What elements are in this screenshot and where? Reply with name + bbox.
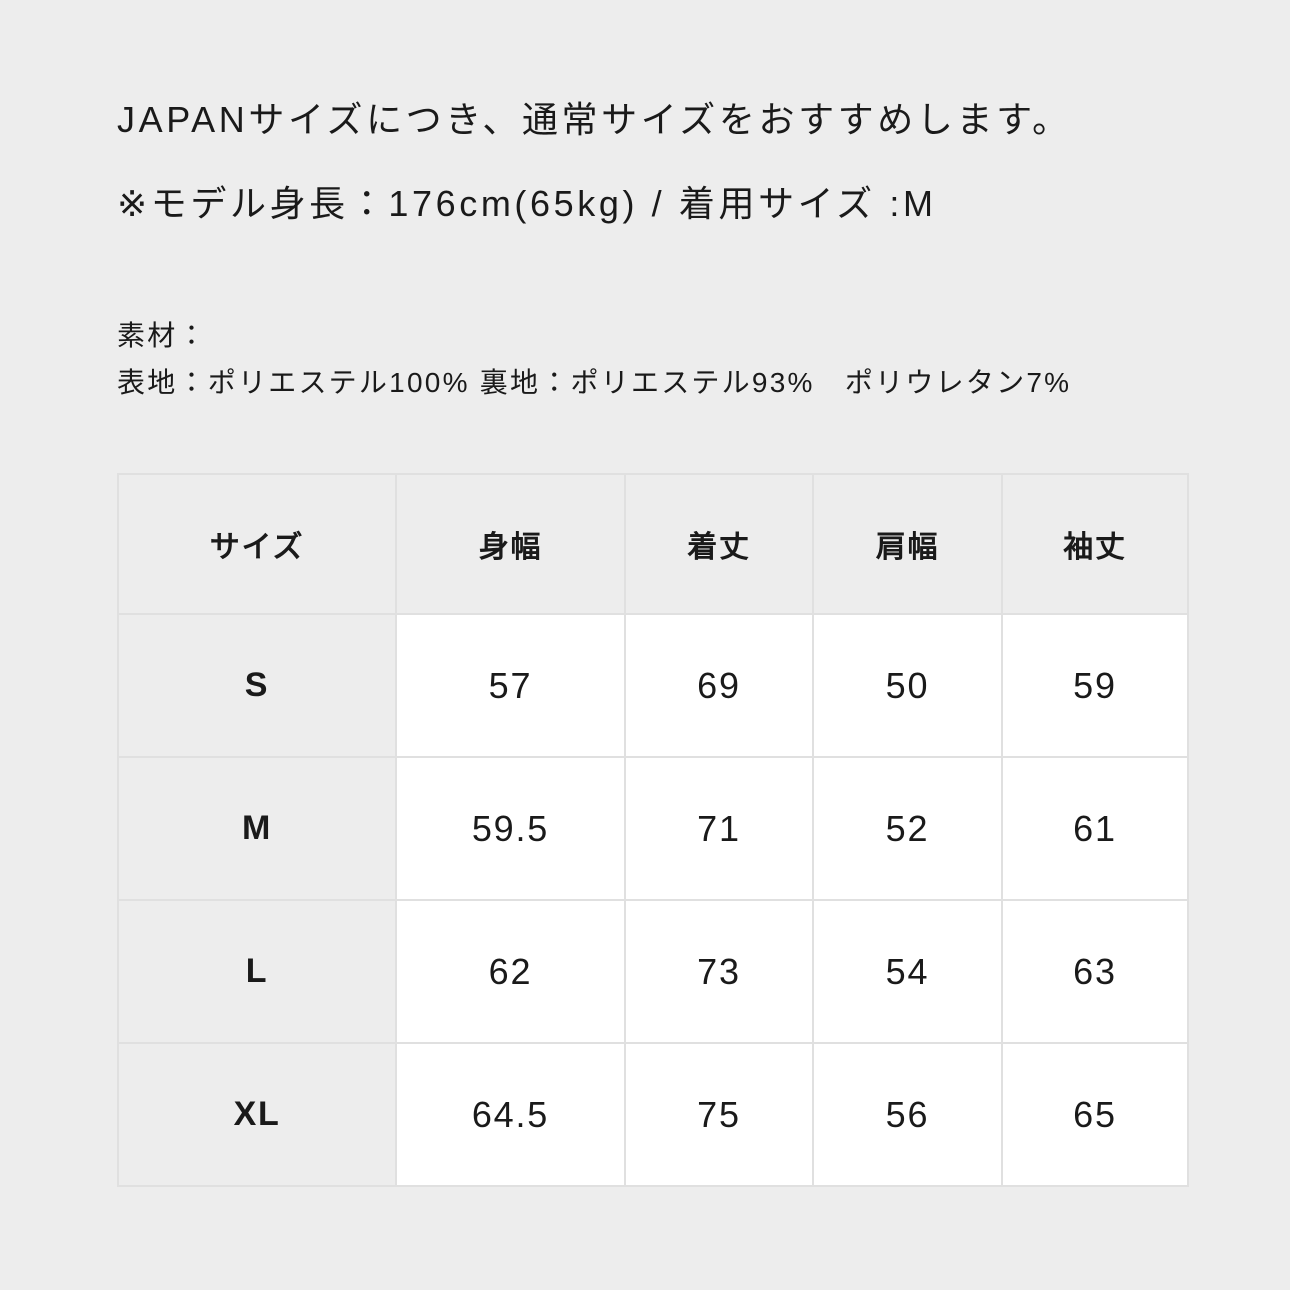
table-row-s: S 57 69 50 59 (117, 613, 1189, 758)
cell-l-width: 62 (395, 899, 626, 1044)
column-header-sleeve: 袖丈 (1001, 473, 1189, 615)
column-header-length: 着丈 (624, 473, 814, 615)
column-header-size: サイズ (117, 473, 397, 615)
table-row-xl: XL 64.5 75 56 65 (117, 1042, 1189, 1187)
cell-l-sleeve: 63 (1001, 899, 1189, 1044)
cell-xl-shoulder: 56 (812, 1042, 1003, 1187)
cell-xl-length: 75 (624, 1042, 814, 1187)
cell-m-sleeve: 61 (1001, 756, 1189, 901)
cell-l-length: 73 (624, 899, 814, 1044)
cell-m-length: 71 (624, 756, 814, 901)
cell-s-sleeve: 59 (1001, 613, 1189, 758)
size-label-xl: XL (117, 1042, 397, 1187)
column-header-width: 身幅 (395, 473, 626, 615)
cell-m-width: 59.5 (395, 756, 626, 901)
cell-xl-sleeve: 65 (1001, 1042, 1189, 1187)
product-size-info-section: JAPANサイズにつき、通常サイズをおすすめします。 ※モデル身長：176cm(… (117, 99, 1230, 1187)
column-header-shoulder: 肩幅 (812, 473, 1003, 615)
cell-xl-width: 64.5 (395, 1042, 626, 1187)
cell-l-shoulder: 54 (812, 899, 1003, 1044)
size-label-l: L (117, 899, 397, 1044)
cell-s-length: 69 (624, 613, 814, 758)
cell-m-shoulder: 52 (812, 756, 1003, 901)
table-row-l: L 62 73 54 63 (117, 899, 1189, 1044)
size-chart-table: サイズ 身幅 着丈 肩幅 袖丈 S 57 69 50 59 M 59.5 71 … (117, 473, 1189, 1187)
cell-s-shoulder: 50 (812, 613, 1003, 758)
material-label: 素材： (117, 320, 208, 351)
model-info-note: ※モデル身長：176cm(65kg) / 着用サイズ :M (117, 183, 937, 224)
size-recommendation-note: JAPANサイズにつき、通常サイズをおすすめします。 (117, 99, 1072, 140)
cell-s-width: 57 (395, 613, 626, 758)
material-composition: 表地：ポリエステル100% 裏地：ポリエステル93% ポリウレタン7% (117, 367, 1072, 398)
material-section: 素材： 表地：ポリエステル100% 裏地：ポリエステル93% ポリウレタン7% (117, 312, 1230, 406)
size-label-s: S (117, 613, 397, 758)
table-header-row: サイズ 身幅 着丈 肩幅 袖丈 (117, 473, 1189, 615)
size-label-m: M (117, 756, 397, 901)
table-row-m: M 59.5 71 52 61 (117, 756, 1189, 901)
